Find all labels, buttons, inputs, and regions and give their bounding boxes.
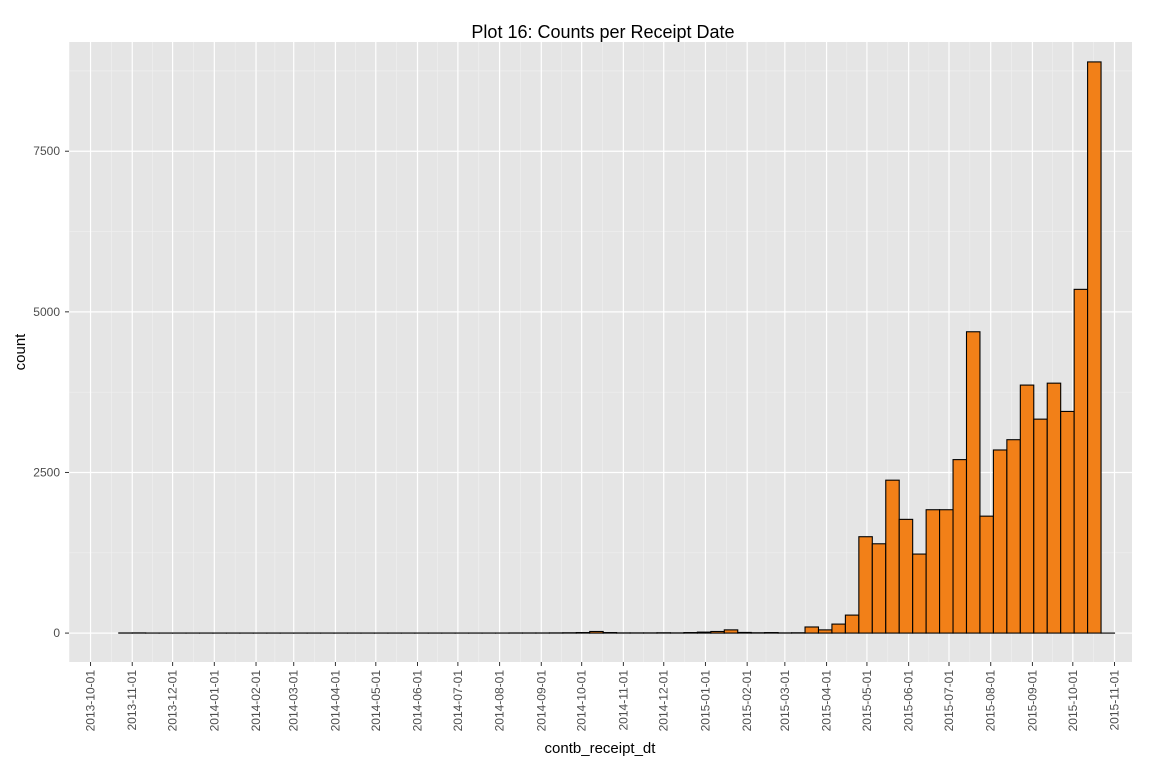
y-tick-label: 5000	[33, 305, 60, 319]
y-axis-title: count	[12, 333, 29, 371]
x-tick-label: 2014-01-01	[207, 670, 221, 732]
y-tick-label: 0	[53, 626, 60, 640]
bar	[723, 629, 739, 634]
bar	[817, 629, 833, 634]
x-tick-label: 2015-03-01	[778, 670, 792, 732]
bars	[118, 61, 1116, 634]
bar	[575, 632, 591, 634]
bar	[1033, 418, 1048, 634]
x-tick-label: 2015-02-01	[740, 670, 754, 732]
x-tick-label: 2013-11-01	[125, 670, 139, 731]
bar	[1019, 384, 1035, 634]
x-tick-label: 2015-10-01	[1066, 670, 1080, 732]
x-tick-label: 2015-07-01	[942, 670, 956, 732]
x-tick-label: 2013-12-01	[166, 670, 180, 732]
x-tick-label: 2015-09-01	[1025, 670, 1039, 732]
x-tick-label: 2015-04-01	[820, 670, 834, 732]
bar	[871, 543, 887, 634]
bar	[804, 626, 820, 634]
bar	[992, 449, 1008, 634]
minor-gridlines	[69, 42, 1132, 662]
bar	[764, 632, 779, 634]
bar	[979, 515, 994, 634]
bar	[925, 509, 941, 634]
bar	[831, 623, 846, 634]
bar	[1060, 410, 1075, 634]
bar	[1073, 288, 1089, 634]
x-tick-label: 2014-05-01	[369, 670, 383, 732]
x-tick-label: 2014-06-01	[411, 670, 425, 732]
bar	[696, 631, 712, 634]
x-axis-title: contb_receipt_dt	[545, 740, 657, 757]
bar	[710, 630, 725, 634]
x-tick-label: 2015-08-01	[984, 670, 998, 732]
y-tick-label: 2500	[33, 465, 60, 479]
x-tick-label: 2015-01-01	[698, 670, 712, 732]
x-tick-label: 2014-04-01	[328, 670, 342, 732]
x-tick-label: 2014-02-01	[249, 670, 263, 732]
bar	[844, 614, 860, 634]
x-tick-label: 2015-11-01	[1108, 670, 1122, 731]
x-tick-label: 2014-12-01	[657, 670, 671, 732]
x-tick-label: 2015-05-01	[860, 670, 874, 732]
bar	[589, 630, 604, 634]
x-tick-label: 2014-07-01	[451, 670, 465, 732]
bar	[858, 536, 873, 634]
bar	[912, 553, 927, 634]
x-tick-label: 2015-06-01	[902, 670, 916, 732]
x-tick-label: 2014-08-01	[493, 670, 507, 732]
bar	[952, 459, 968, 634]
bar	[1046, 382, 1062, 634]
x-tick-label: 2014-10-01	[575, 670, 589, 732]
x-tick-label: 2014-09-01	[534, 670, 548, 732]
bar	[885, 479, 900, 634]
major-gridlines	[69, 42, 1132, 662]
bar	[683, 632, 698, 634]
chart-title: Plot 16: Counts per Receipt Date	[471, 22, 734, 42]
bar	[1006, 439, 1021, 634]
bar	[965, 331, 981, 634]
y-axis: 0 2500 5000 7500	[33, 144, 69, 640]
bar	[898, 518, 914, 634]
x-tick-label: 2014-11-01	[616, 670, 630, 731]
bar	[1087, 61, 1102, 634]
x-axis: 2013-10-01 2013-11-01 2013-12-01 2014-01-01…	[84, 662, 1122, 731]
x-tick-label: 2014-03-01	[287, 670, 301, 732]
bar	[737, 631, 752, 634]
y-tick-label: 7500	[33, 144, 60, 158]
x-tick-label: 2013-10-01	[84, 670, 98, 732]
bar	[939, 509, 954, 634]
bar	[602, 632, 618, 634]
